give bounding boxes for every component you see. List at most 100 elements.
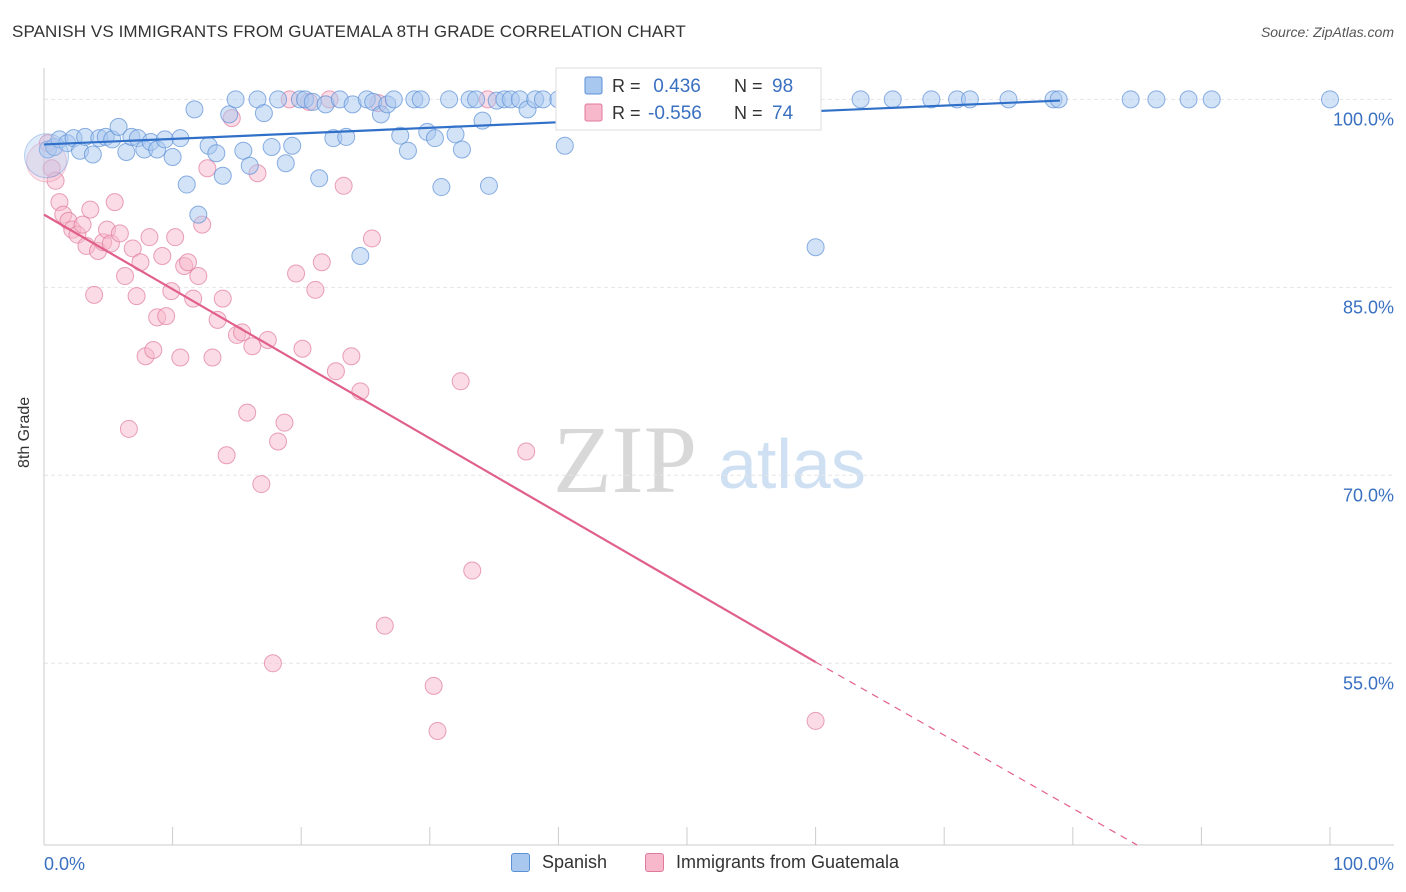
point-guatemala <box>217 446 236 465</box>
point-spanish <box>384 90 403 109</box>
point-guatemala <box>375 616 394 635</box>
point-spanish <box>226 90 245 109</box>
point-guatemala <box>293 339 312 358</box>
grid-lines <box>44 98 1394 664</box>
legend-n-label-spanish: N = <box>734 76 763 96</box>
point-guatemala <box>252 475 271 494</box>
point-guatemala <box>116 267 135 286</box>
watermark-zip: ZIP <box>553 406 697 513</box>
point-guatemala <box>326 362 345 381</box>
point-spanish <box>220 105 239 124</box>
point-spanish <box>440 90 459 109</box>
point-spanish <box>1202 90 1221 109</box>
series-spanish <box>24 90 1339 265</box>
point-guatemala <box>424 676 443 695</box>
point-spanish <box>411 90 430 109</box>
point-guatemala <box>213 289 232 308</box>
point-guatemala <box>517 442 536 461</box>
point-spanish <box>1179 90 1198 109</box>
point-guatemala <box>73 215 92 234</box>
point-spanish <box>467 90 486 109</box>
trendline-guatemala <box>43 213 817 663</box>
legend-r-value-guatemala: -0.556 <box>648 103 702 124</box>
legend-label-spanish: Spanish <box>542 852 608 872</box>
point-spanish <box>883 90 902 109</box>
point-spanish <box>254 104 273 123</box>
legend-r-value-spanish: 0.436 <box>648 76 701 97</box>
legend-item-spanish: Spanish <box>511 852 607 873</box>
point-spanish-cluster <box>24 133 70 179</box>
point-spanish <box>109 117 128 136</box>
point-spanish <box>276 154 295 173</box>
point-spanish <box>1049 90 1068 109</box>
point-spanish <box>398 141 417 160</box>
point-spanish <box>432 178 451 197</box>
point-spanish <box>446 125 465 144</box>
point-guatemala <box>105 193 124 212</box>
legend-swatch-guatemala <box>584 103 603 122</box>
point-spanish <box>391 126 410 145</box>
legend-n-label-guatemala: N = <box>734 103 763 123</box>
point-spanish <box>189 205 208 224</box>
legend-r-label-spanish: R = <box>612 76 641 96</box>
y-tick-label: 85.0% <box>1343 297 1394 317</box>
point-guatemala <box>428 721 447 740</box>
point-guatemala <box>312 253 331 272</box>
point-spanish <box>1321 90 1339 109</box>
point-spanish <box>117 142 136 161</box>
legend-label-guatemala: Immigrants from Guatemala <box>676 852 900 872</box>
axes <box>43 68 1394 846</box>
point-spanish <box>83 145 102 164</box>
point-guatemala <box>81 200 100 219</box>
point-guatemala <box>306 280 325 299</box>
trendline-spanish <box>43 99 1060 146</box>
point-guatemala <box>179 253 198 272</box>
point-spanish <box>425 129 444 148</box>
tick-labels: 55.0% 70.0% 85.0% 100.0% 0.0% 100.0% <box>44 109 1394 874</box>
point-guatemala <box>203 348 222 367</box>
legend-bottom: Spanish Immigrants from Guatemala <box>0 852 1406 878</box>
x-tick-label-max: 100.0% <box>1333 854 1394 874</box>
point-spanish <box>351 246 370 265</box>
point-spanish <box>234 141 253 160</box>
legend-n-value-guatemala: 74 <box>772 103 794 124</box>
legend-r-label-guatemala: R = <box>612 103 641 123</box>
point-guatemala <box>171 348 190 367</box>
point-guatemala <box>123 239 142 258</box>
point-spanish <box>310 169 329 188</box>
legend-swatch-spanish <box>584 76 603 95</box>
point-spanish <box>1147 90 1166 109</box>
trend-lines <box>43 99 1138 846</box>
point-spanish <box>269 90 288 109</box>
y-tick-label: 100.0% <box>1333 109 1394 129</box>
legend-n-value-spanish: 98 <box>772 76 793 97</box>
legend-top: R = 0.436 N = 98 R = -0.556 N = 74 <box>555 67 822 131</box>
point-guatemala <box>166 228 185 247</box>
chart-title: SPANISH VS IMMIGRANTS FROM GUATEMALA 8TH… <box>12 22 686 41</box>
point-guatemala <box>362 229 381 248</box>
point-guatemala <box>243 337 262 356</box>
point-spanish <box>177 175 196 194</box>
point-guatemala <box>198 159 217 178</box>
point-guatemala <box>238 403 257 422</box>
point-guatemala <box>189 267 208 286</box>
point-guatemala <box>263 654 282 673</box>
legend-swatch-spanish <box>511 853 530 872</box>
series-immigrants-from-guatemala <box>26 90 825 740</box>
point-guatemala <box>140 228 159 247</box>
point-guatemala <box>144 340 163 359</box>
watermark: ZIP atlas <box>553 406 866 513</box>
point-guatemala <box>85 285 104 304</box>
point-guatemala <box>287 264 306 283</box>
source-label: Source: ZipAtlas.com <box>1260 24 1394 40</box>
point-guatemala <box>153 246 172 265</box>
point-guatemala <box>46 171 65 190</box>
point-spanish <box>213 166 232 185</box>
point-spanish <box>479 176 498 195</box>
point-spanish <box>806 238 825 257</box>
point-guatemala <box>110 224 129 243</box>
point-spanish <box>240 156 259 175</box>
point-guatemala <box>806 711 825 730</box>
trendline-guatemala-extension <box>815 661 1138 846</box>
